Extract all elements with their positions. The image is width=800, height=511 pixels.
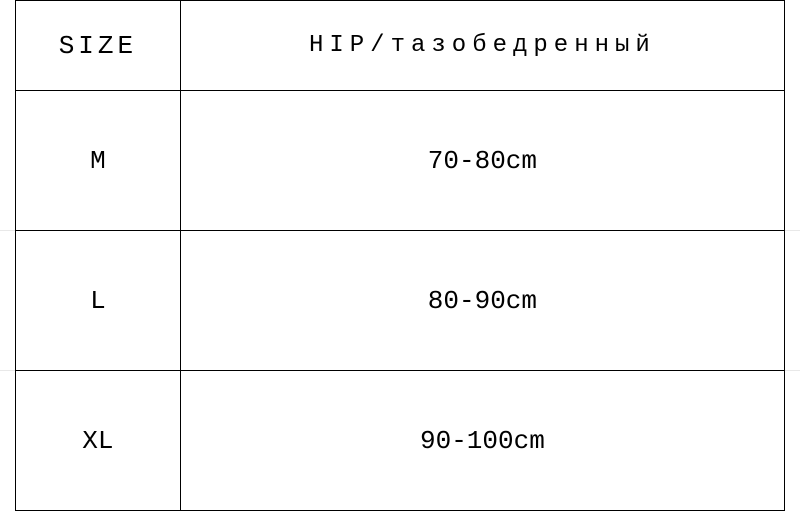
hip-cell: 90-100cm (180, 371, 784, 511)
size-value: XL (82, 426, 113, 456)
hip-value: 90-100cm (420, 426, 545, 456)
hip-cell: 80-90cm (180, 231, 784, 371)
header-size-label: SIZE (59, 31, 137, 61)
size-cell: XL (16, 371, 181, 511)
table-row: L 80-90cm (16, 231, 785, 371)
table-header-row: SIZE HIP/тазобедренный (16, 1, 785, 91)
size-cell: L (16, 231, 181, 371)
header-hip-label: HIP/тазобедренный (309, 32, 656, 59)
size-value: M (90, 146, 106, 176)
header-size-cell: SIZE (16, 1, 181, 91)
size-table-container: SIZE HIP/тазобедренный M 70-80cm L 80-90… (15, 0, 785, 511)
hip-cell: 70-80cm (180, 91, 784, 231)
table-row: XL 90-100cm (16, 371, 785, 511)
size-value: L (90, 286, 106, 316)
header-hip-cell: HIP/тазобедренный (180, 1, 784, 91)
size-cell: M (16, 91, 181, 231)
hip-value: 70-80cm (428, 146, 537, 176)
size-table: SIZE HIP/тазобедренный M 70-80cm L 80-90… (15, 0, 785, 511)
hip-value: 80-90cm (428, 286, 537, 316)
table-row: M 70-80cm (16, 91, 785, 231)
